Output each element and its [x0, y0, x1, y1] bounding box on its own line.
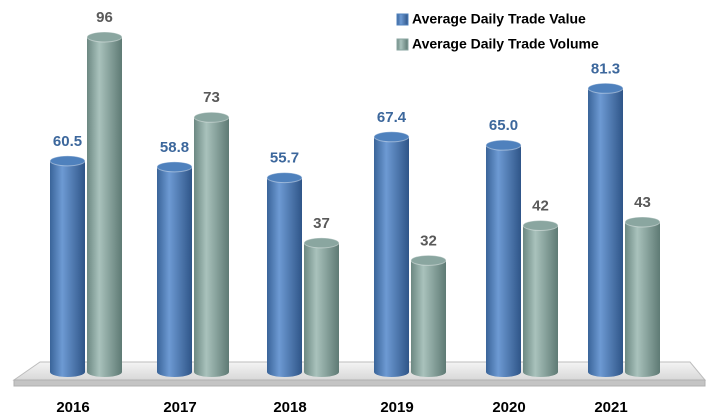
x-tick-label: 2020 — [492, 399, 525, 416]
data-label: 81.3 — [591, 60, 620, 77]
data-label: 67.4 — [377, 109, 407, 126]
bar-cap — [193, 111, 230, 123]
bar — [374, 136, 409, 377]
x-tick-label: 2016 — [56, 399, 89, 416]
bar — [267, 177, 302, 377]
floor-edge — [13, 379, 706, 387]
data-label: 60.5 — [53, 133, 82, 150]
bar — [87, 37, 122, 377]
legend-label: Average Daily Trade Value — [412, 11, 586, 27]
bar-cap — [587, 82, 624, 94]
bar-cap — [410, 254, 447, 266]
bar — [625, 221, 660, 377]
bar — [194, 117, 229, 378]
bar-cap — [303, 237, 340, 249]
bar-cap — [373, 131, 410, 143]
legend-swatch — [396, 13, 409, 26]
x-tick-label: 2018 — [273, 399, 306, 416]
bar-cap — [624, 216, 661, 228]
x-tick-label: 2021 — [594, 399, 627, 416]
data-label: 96 — [96, 9, 113, 26]
bar — [588, 88, 623, 377]
data-label: 55.7 — [270, 150, 299, 167]
bar — [304, 242, 339, 377]
data-label: 37 — [313, 215, 330, 232]
data-label: 65.0 — [489, 117, 518, 134]
data-label: 58.8 — [160, 139, 189, 156]
data-label: 73 — [203, 89, 220, 106]
data-label: 42 — [532, 197, 549, 214]
x-tick-label: 2019 — [380, 399, 413, 416]
legend-label: Average Daily Trade Volume — [412, 36, 599, 52]
bar-cap — [522, 219, 559, 231]
bar — [523, 225, 558, 377]
bar-cap — [266, 172, 303, 184]
data-label: 43 — [634, 194, 651, 211]
bar — [486, 145, 521, 377]
bar — [411, 260, 446, 377]
bar-cap — [485, 139, 522, 151]
x-tick-label: 2017 — [163, 399, 196, 416]
bar — [50, 160, 85, 377]
bar-cap — [156, 161, 193, 173]
legend-swatch — [396, 38, 409, 51]
bar-cap — [49, 155, 86, 167]
data-label: 32 — [420, 232, 437, 249]
bar — [157, 166, 192, 377]
bar-cap — [86, 31, 123, 43]
